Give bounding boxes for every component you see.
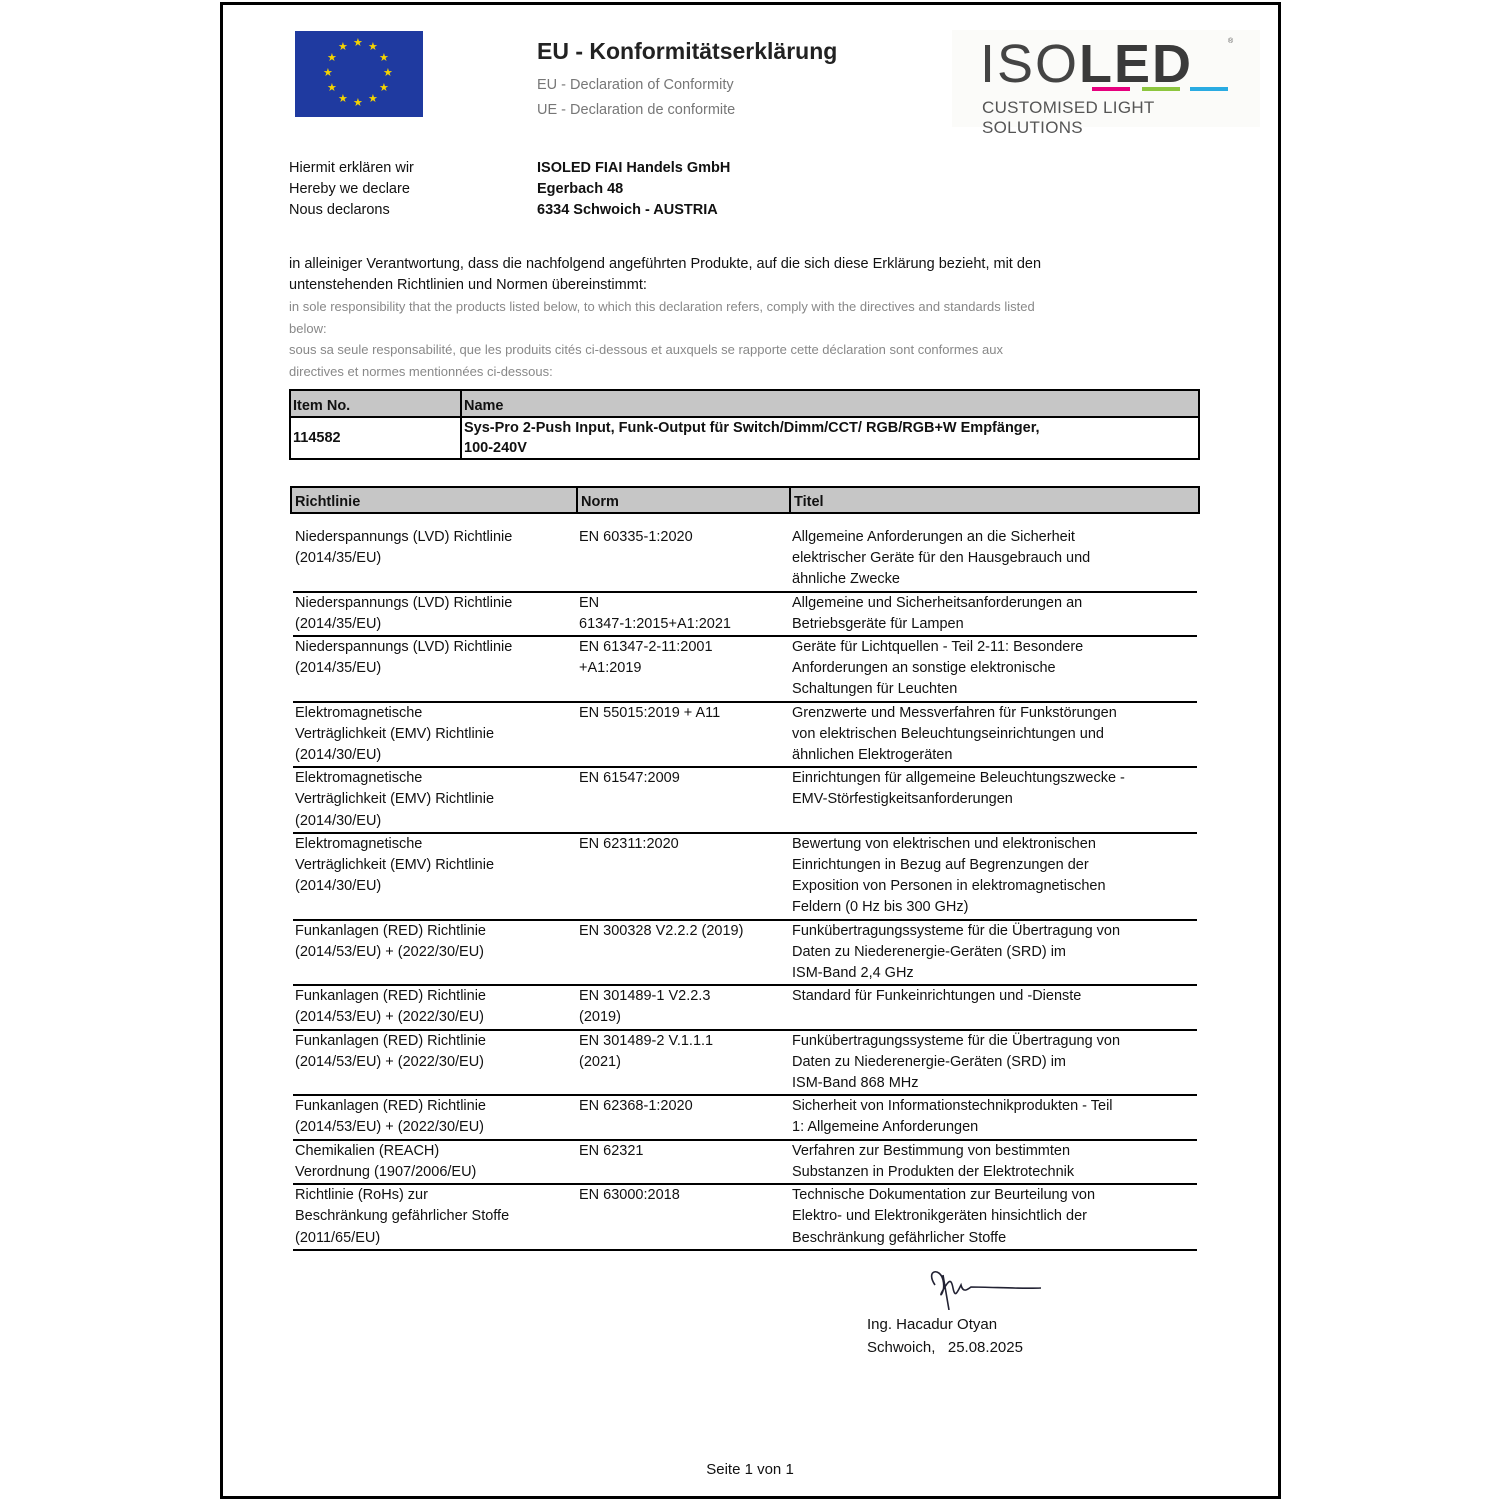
titel-cell: Allgemeine Anforderungen an die Sicherhe… bbox=[792, 529, 1091, 588]
company-city: 6334 Schwoich - AUSTRIA bbox=[537, 202, 718, 218]
titel-cell: Sicherheit von Informationstechnikproduk… bbox=[792, 1098, 1113, 1136]
norm-cell: EN 301489-2 V.1.1.1 (2021) bbox=[579, 1032, 714, 1070]
header-name: Name bbox=[460, 389, 1200, 418]
logo-tagline: CUSTOMISED LIGHT SOLUTIONS bbox=[982, 98, 1155, 137]
norm-cell: EN 61347-1:2015+A1:2021 bbox=[579, 594, 731, 632]
star-icon: ★ bbox=[368, 92, 378, 105]
richtlinie-cell: Niederspannungs (LVD) Richtlinie (2014/35… bbox=[295, 594, 513, 632]
statement-en: in sole responsibility that the products… bbox=[289, 299, 1035, 336]
norm-row: Richtlinie (RoHs) zur Beschränkung gefähr… bbox=[293, 1185, 1197, 1251]
document-page bbox=[220, 2, 1281, 1499]
norm-row: Niederspannungs (LVD) Richtlinie (2014/35… bbox=[293, 593, 1197, 638]
star-icon: ★ bbox=[353, 37, 363, 49]
signature-image bbox=[930, 1271, 1042, 1310]
norm-cell: EN 60335-1:2020 bbox=[579, 529, 693, 545]
declare-label-de: Hiermit erklären wir bbox=[289, 160, 414, 176]
norms-table-body: Niederspannungs (LVD) Richtlinie (2014/35… bbox=[293, 527, 1197, 1251]
company-street: Egerbach 48 bbox=[537, 181, 624, 197]
norm-cell: EN 61347-2-11:2001 +A1:2019 bbox=[579, 639, 713, 677]
norm-row: Funkanlagen (RED) Richtlinie (2014/53/EU)… bbox=[293, 1031, 1197, 1097]
richtlinie-cell: Funkanlagen (RED) Richtlinie (2014/53/EU)… bbox=[295, 1098, 486, 1136]
titel-cell: Bewertung von elektrischen und elektroni… bbox=[792, 835, 1106, 916]
product-name: Sys-Pro 2-Push Input, Funk-Output für Sw… bbox=[460, 416, 1200, 460]
product-table: Item No. Name 114582 Sys-Pro 2-Push Input… bbox=[289, 389, 1200, 460]
titel-cell: Funkübertragungssysteme für die Übertrag… bbox=[792, 922, 1121, 982]
norm-row: Niederspannungs (LVD) Richtlinie (2014/35… bbox=[293, 527, 1197, 593]
norm-cell: EN 61547:2009 bbox=[579, 770, 680, 787]
declare-label-en: Hereby we declare bbox=[289, 181, 410, 197]
star-icon: ★ bbox=[378, 52, 389, 64]
norms-table-header: Richtlinie Norm Titel bbox=[290, 486, 1200, 514]
norm-row: Elektromagnetische Verträglichkeit (EMV) … bbox=[293, 768, 1197, 834]
richtlinie-cell: Funkanlagen (RED) Richtlinie (2014/53/EU)… bbox=[295, 1032, 486, 1070]
isoled-logo: ISOLED ® CUSTOMISED LIGHT SOLUTIONS bbox=[952, 30, 1260, 137]
titel-cell: Technische Dokumentation zur Beurteilung… bbox=[792, 1187, 1096, 1246]
richtlinie-cell: Niederspannungs (LVD) Richtlinie (2014/35… bbox=[295, 529, 513, 567]
norm-cell: EN 55015:2019 + A11 bbox=[579, 704, 721, 721]
norm-row: Funkanlagen (RED) Richtlinie (2014/53/EU)… bbox=[293, 1096, 1197, 1141]
richtlinie-cell: Niederspannungs (LVD) Richtlinie (2014/35… bbox=[295, 639, 513, 677]
richtlinie-cell: Elektromagnetische Verträglichkeit (EMV) … bbox=[295, 704, 495, 764]
header-item-no: Item No. bbox=[289, 389, 462, 418]
titel-cell: Verfahren zur Bestimmung von bestimmten S… bbox=[792, 1142, 1075, 1180]
star-icon: ★ bbox=[338, 41, 348, 54]
norm-row: Funkanlagen (RED) Richtlinie (2014/53/EU)… bbox=[293, 921, 1197, 987]
norm-row: Elektromagnetische Verträglichkeit (EMV) … bbox=[293, 703, 1197, 769]
star-icon: ★ bbox=[368, 41, 378, 54]
subtitle-en: EU - Declaration of Conformity bbox=[537, 77, 734, 93]
norm-row: Chemikalien (REACH) Verordnung (1907/2006… bbox=[293, 1141, 1197, 1186]
star-icon: ★ bbox=[378, 82, 389, 94]
titel-cell: Grenzwerte und Messverfahren für Funkstö… bbox=[792, 704, 1117, 764]
richtlinie-cell: Funkanlagen (RED) Richtlinie (2014/53/EU)… bbox=[295, 922, 486, 960]
signer-name: Ing. Hacadur Otyan bbox=[867, 1316, 998, 1333]
page-title: EU - Konformitätserklärung bbox=[537, 38, 838, 64]
titel-cell: Einrichtungen für allgemeine Beleuchtung… bbox=[792, 770, 1125, 808]
header-richtlinie: Richtlinie bbox=[292, 488, 578, 512]
richtlinie-cell: Elektromagnetische Verträglichkeit (EMV) … bbox=[295, 835, 495, 895]
statement-fr: sous sa seule responsabilité, que les pr… bbox=[289, 342, 1003, 379]
star-icon: ★ bbox=[383, 67, 393, 79]
star-icon: ★ bbox=[353, 97, 363, 109]
norm-cell: EN 300328 V2.2.2 (2019) bbox=[579, 922, 744, 939]
star-icon: ★ bbox=[323, 67, 333, 79]
titel-cell: Geräte für Lichtquellen - Teil 2-11: Bes… bbox=[792, 639, 1084, 698]
company-name: ISOLED FIAI Handels GmbH bbox=[537, 160, 731, 176]
titel-cell: Funkübertragungssysteme für die Übertrag… bbox=[792, 1032, 1121, 1092]
norm-cell: EN 301489-1 V2.2.3 (2019) bbox=[579, 988, 711, 1026]
norm-cell: EN 62311:2020 bbox=[579, 835, 679, 852]
star-icon: ★ bbox=[327, 82, 337, 94]
declare-label-fr: Nous declarons bbox=[289, 202, 390, 218]
richtlinie-cell: Richtlinie (RoHs) zur Beschränkung gefähr… bbox=[295, 1187, 510, 1246]
richtlinie-cell: Funkanlagen (RED) Richtlinie (2014/53/EU)… bbox=[295, 988, 486, 1026]
statement-de: in alleiniger Verantwortung, dass die na… bbox=[289, 256, 1042, 293]
norm-row: Niederspannungs (LVD) Richtlinie (2014/35… bbox=[293, 637, 1197, 703]
norm-cell: EN 63000:2018 bbox=[579, 1187, 680, 1204]
norm-cell: EN 62368-1:2020 bbox=[579, 1098, 693, 1115]
norm-row: Elektromagnetische Verträglichkeit (EMV) … bbox=[293, 834, 1197, 921]
titel-cell: Allgemeine und Sicherheitsanforderungen … bbox=[792, 594, 1083, 632]
norm-row: Funkanlagen (RED) Richtlinie (2014/53/EU)… bbox=[293, 986, 1197, 1031]
header-titel: Titel bbox=[794, 494, 824, 510]
richtlinie-cell: Chemikalien (REACH) Verordnung (1907/2006… bbox=[295, 1142, 477, 1180]
richtlinie-cell: Elektromagnetische Verträglichkeit (EMV) … bbox=[295, 770, 495, 829]
norm-cell: EN 62321 bbox=[579, 1142, 644, 1159]
subtitle-fr: UE - Declaration de conformite bbox=[537, 102, 736, 118]
place-date: Schwoich, 25.08.2025 bbox=[867, 1339, 1023, 1356]
titel-cell: Standard für Funkeinrichtungen und -Dien… bbox=[792, 988, 1082, 1005]
eu-flag-logo: ★ ★ ★ ★ ★ ★ ★ ★ ★ ★ ★ ★ bbox=[295, 31, 423, 117]
star-icon: ★ bbox=[338, 92, 348, 105]
page-number: Seite 1 von 1 bbox=[706, 1461, 794, 1478]
star-icon: ★ bbox=[327, 52, 337, 64]
header-norm: Norm bbox=[578, 488, 791, 512]
item-number: 114582 bbox=[289, 416, 462, 460]
